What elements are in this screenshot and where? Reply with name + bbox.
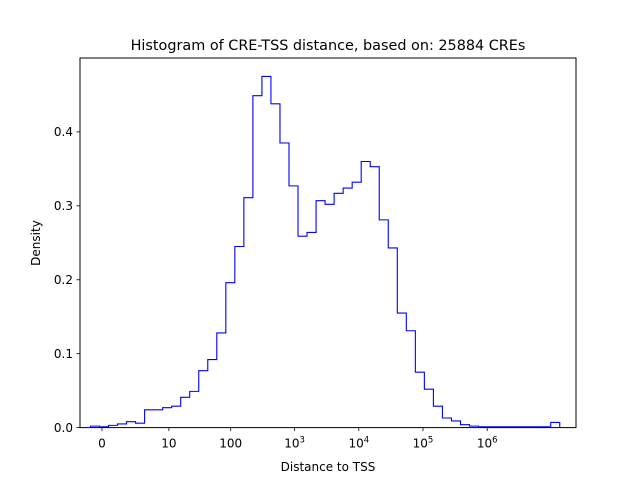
chart-title: Histogram of CRE-TSS distance, based on:… — [131, 38, 526, 54]
plot-frame — [79, 57, 577, 429]
y-tick-label: 0.0 — [54, 421, 73, 435]
x-tick-label: 100 — [219, 437, 242, 451]
x-tick-label: 106 — [477, 436, 498, 451]
y-tick-label: 0.4 — [54, 125, 73, 139]
x-tick-label: 105 — [413, 436, 434, 451]
y-axis-ticks: 0.0 0.1 0.2 0.3 0.4 — [54, 125, 80, 435]
x-tick-label: 0 — [98, 437, 106, 451]
y-tick-label: 0.2 — [54, 273, 73, 287]
x-tick-label: 10 — [161, 437, 176, 451]
y-tick-label: 0.1 — [54, 347, 73, 361]
x-tick-label: 104 — [348, 436, 369, 451]
y-axis-label: Density — [29, 220, 43, 266]
histogram-step-line — [89, 75, 561, 428]
y-tick-label: 0.3 — [54, 199, 73, 213]
x-axis-ticks: 0 10 100 103 104 105 106 — [98, 427, 498, 451]
x-axis-label: Distance to TSS — [281, 460, 376, 474]
x-tick-label: 103 — [284, 436, 305, 451]
